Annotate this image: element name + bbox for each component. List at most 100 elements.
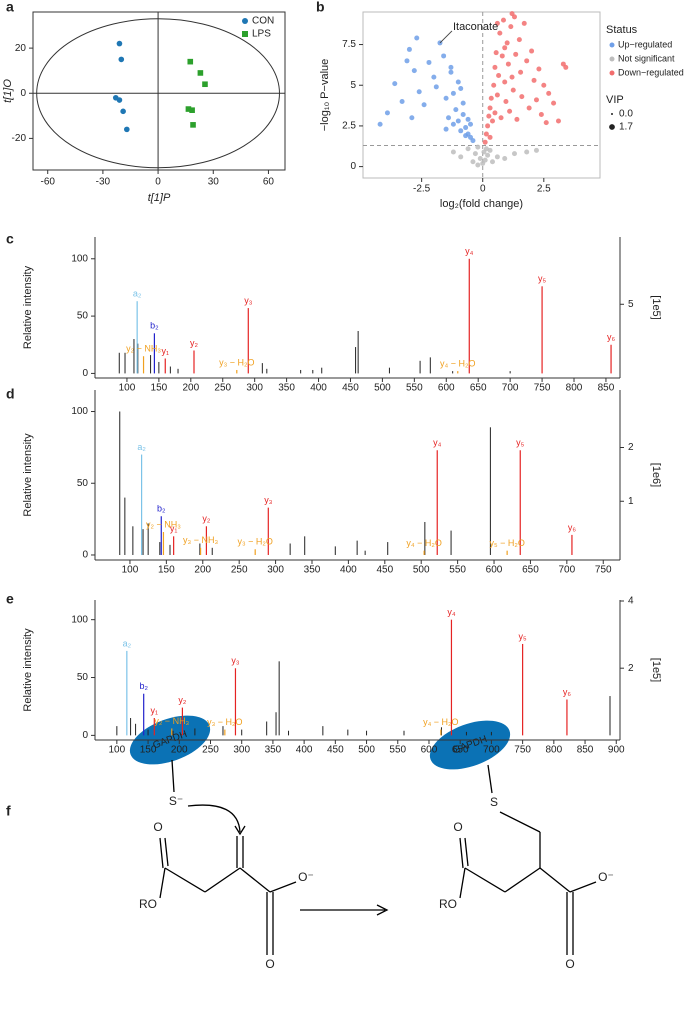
point xyxy=(533,97,539,103)
ion-label: y₃ xyxy=(264,495,273,505)
x-tick-label: 400 xyxy=(296,745,313,756)
panel-label: c xyxy=(6,231,14,247)
point xyxy=(453,107,459,113)
point xyxy=(441,53,447,59)
y-tick-label: 5 xyxy=(350,80,356,91)
x-tick-label: 60 xyxy=(263,177,275,188)
x-tick-label: 250 xyxy=(231,565,248,576)
confidence-ellipse xyxy=(36,18,280,169)
point xyxy=(414,35,420,41)
ion-label: y₅ xyxy=(538,274,547,284)
x-tick-label: 350 xyxy=(304,565,321,576)
point xyxy=(455,79,461,85)
point xyxy=(510,87,516,93)
y-tick-label: 50 xyxy=(77,478,89,489)
point xyxy=(538,112,544,118)
point xyxy=(494,154,500,160)
bond xyxy=(171,759,175,793)
point xyxy=(509,11,515,17)
ion-label: y₃ − NH₃ xyxy=(183,535,218,545)
y2-axis-label: [1e5] xyxy=(650,295,662,319)
ion-label: y₂ − NH₃ xyxy=(146,519,181,529)
point xyxy=(197,70,204,76)
y-tick-label: -20 xyxy=(12,133,27,144)
ion-label: a₂ xyxy=(137,442,146,452)
point xyxy=(116,97,123,103)
x-tick-label: 500 xyxy=(358,745,375,756)
point xyxy=(536,66,542,72)
x-tick-label: 150 xyxy=(140,745,157,756)
arrow-head xyxy=(376,904,389,916)
x-tick-label: 650 xyxy=(470,383,487,394)
size-legend-title: VIP xyxy=(606,94,624,106)
point xyxy=(392,81,398,87)
point xyxy=(120,108,126,115)
point xyxy=(470,138,476,144)
x-tick-label: 300 xyxy=(267,565,284,576)
ion-label: y₂ − NH₃ xyxy=(126,344,161,354)
y-tick-label: 0 xyxy=(82,550,88,561)
plot-frame xyxy=(362,11,601,179)
ion-label: y₅ xyxy=(516,438,525,448)
size-legend-dot xyxy=(609,124,615,130)
ion-label: y₅ − H₂O xyxy=(489,538,524,548)
point xyxy=(541,82,547,88)
legend-swatch xyxy=(242,31,248,37)
reaction-scheme: GAPDH S⁻ O RO O⁻ O GAPDH S O RO xyxy=(129,715,614,971)
point xyxy=(529,48,535,54)
point xyxy=(406,46,412,52)
ion-label: y₂ xyxy=(202,514,211,524)
x-tick-label: 450 xyxy=(327,745,344,756)
y2-axis-label: [1e6] xyxy=(650,463,662,487)
ion-label: y₄ xyxy=(465,246,474,256)
x-tick-label: 600 xyxy=(438,383,455,394)
x-tick-label: 450 xyxy=(376,565,393,576)
ion-label: b₂ xyxy=(157,504,166,514)
y-tick-label: 0 xyxy=(350,161,356,172)
x-tick-label: 100 xyxy=(109,745,126,756)
bond xyxy=(464,837,469,867)
y-axis-label: t[1]O xyxy=(2,79,14,103)
y-tick-label: 2.5 xyxy=(342,121,356,132)
ion-label: b₂ xyxy=(150,321,159,331)
point xyxy=(189,107,195,113)
x-tick-label: 550 xyxy=(406,383,423,394)
bond xyxy=(204,867,241,893)
y-tick-label: 0 xyxy=(82,368,88,379)
annotation: Itaconate xyxy=(453,21,498,33)
ion-label: y₄ − H₂O xyxy=(440,358,475,368)
x-tick-label: 700 xyxy=(502,383,519,394)
ion-label: y₁ xyxy=(161,346,169,356)
point xyxy=(411,68,417,74)
legend-swatch xyxy=(609,70,615,76)
point xyxy=(502,79,508,85)
point xyxy=(426,59,432,65)
legend-label: Up−regulated xyxy=(618,39,672,49)
point xyxy=(443,95,449,101)
x-tick-label: 750 xyxy=(534,383,551,394)
y-tick-label: 100 xyxy=(71,406,88,417)
point xyxy=(509,74,515,80)
bond xyxy=(159,837,164,869)
x-tick-label: 250 xyxy=(214,383,231,394)
x-tick-label: 750 xyxy=(514,745,531,756)
point xyxy=(492,110,498,116)
point xyxy=(450,121,456,127)
legend-label: LPS xyxy=(252,29,271,40)
ion-label: y₁ xyxy=(170,524,178,534)
atom-label: RO xyxy=(439,897,457,911)
point xyxy=(497,30,503,36)
bond xyxy=(487,764,493,794)
point xyxy=(384,110,390,116)
y-tick-label: 100 xyxy=(71,253,88,264)
point xyxy=(494,92,500,98)
y2-tick-label: 2 xyxy=(628,663,634,674)
point xyxy=(431,74,437,80)
legend-swatch xyxy=(242,18,248,24)
bond xyxy=(239,867,271,893)
point xyxy=(492,64,498,70)
point xyxy=(460,112,466,118)
x-tick-label: 200 xyxy=(171,745,188,756)
y2-tick-label: 5 xyxy=(628,299,634,310)
x-tick-label: 200 xyxy=(194,565,211,576)
